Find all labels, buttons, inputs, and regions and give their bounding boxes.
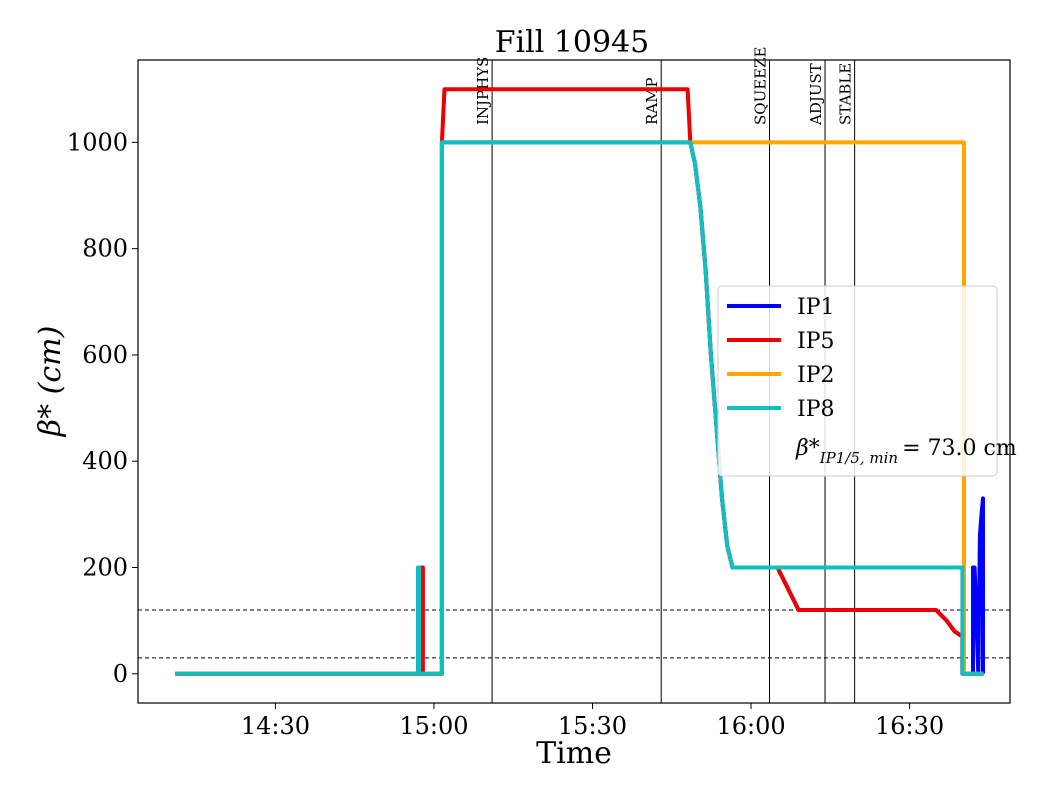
y-axis: 0 200 400 600 800 1000 — [67, 128, 138, 688]
legend-label-ip2: IP2 — [797, 363, 835, 388]
phase-marker-label: STABLE — [837, 63, 855, 125]
x-tick-label: 16:30 — [875, 712, 944, 740]
phase-marker-label: SQUEEZE — [752, 47, 770, 126]
y-tick-label: 1000 — [67, 128, 128, 156]
legend-label-ip1: IP1 — [797, 295, 835, 320]
legend-note-beta: β* — [795, 436, 820, 461]
legend-label-ip5: IP5 — [797, 329, 835, 354]
y-tick-label: 200 — [82, 553, 128, 581]
y-tick-label: 600 — [82, 341, 128, 369]
legend-note-subscript: IP1/5, min — [819, 449, 898, 467]
legend-note-value: = 73.0 cm — [902, 436, 1017, 461]
y-axis-label: β* (cm) — [33, 326, 68, 438]
plot-area: INJPHYS RAMP SQUEEZE ADJUST STABLE — [137, 47, 1011, 704]
y-tick-label: 0 — [113, 660, 128, 688]
legend-label-ip8: IP8 — [797, 397, 835, 422]
x-axis-label: Time — [536, 736, 612, 771]
series-line-ip8 — [175, 140, 984, 676]
legend-box — [717, 285, 998, 477]
legend: IP1 IP5 IP2 IP8 β*IP1/5, min = 73.0 cm — [717, 285, 1017, 477]
phase-marker-label: RAMP — [643, 77, 661, 125]
y-tick-label: 800 — [82, 235, 128, 263]
x-tick-label: 16:00 — [716, 712, 785, 740]
legend-entries: IP1 IP5 IP2 IP8 — [727, 295, 835, 422]
x-tick-label: 15:30 — [558, 712, 627, 740]
legend-note: β*IP1/5, min = 73.0 cm — [795, 436, 1017, 467]
series-lines — [175, 87, 985, 676]
x-axis: 14:30 15:00 15:30 16:00 16:30 — [241, 703, 944, 740]
plot-frame — [137, 59, 1011, 704]
reference-lines — [138, 609, 1010, 659]
phase-marker-label: ADJUST — [807, 63, 825, 126]
x-tick-label: 15:00 — [399, 712, 468, 740]
x-tick-label: 14:30 — [241, 712, 310, 740]
y-tick-label: 400 — [82, 447, 128, 475]
chart-title: Fill 10945 — [495, 25, 650, 60]
